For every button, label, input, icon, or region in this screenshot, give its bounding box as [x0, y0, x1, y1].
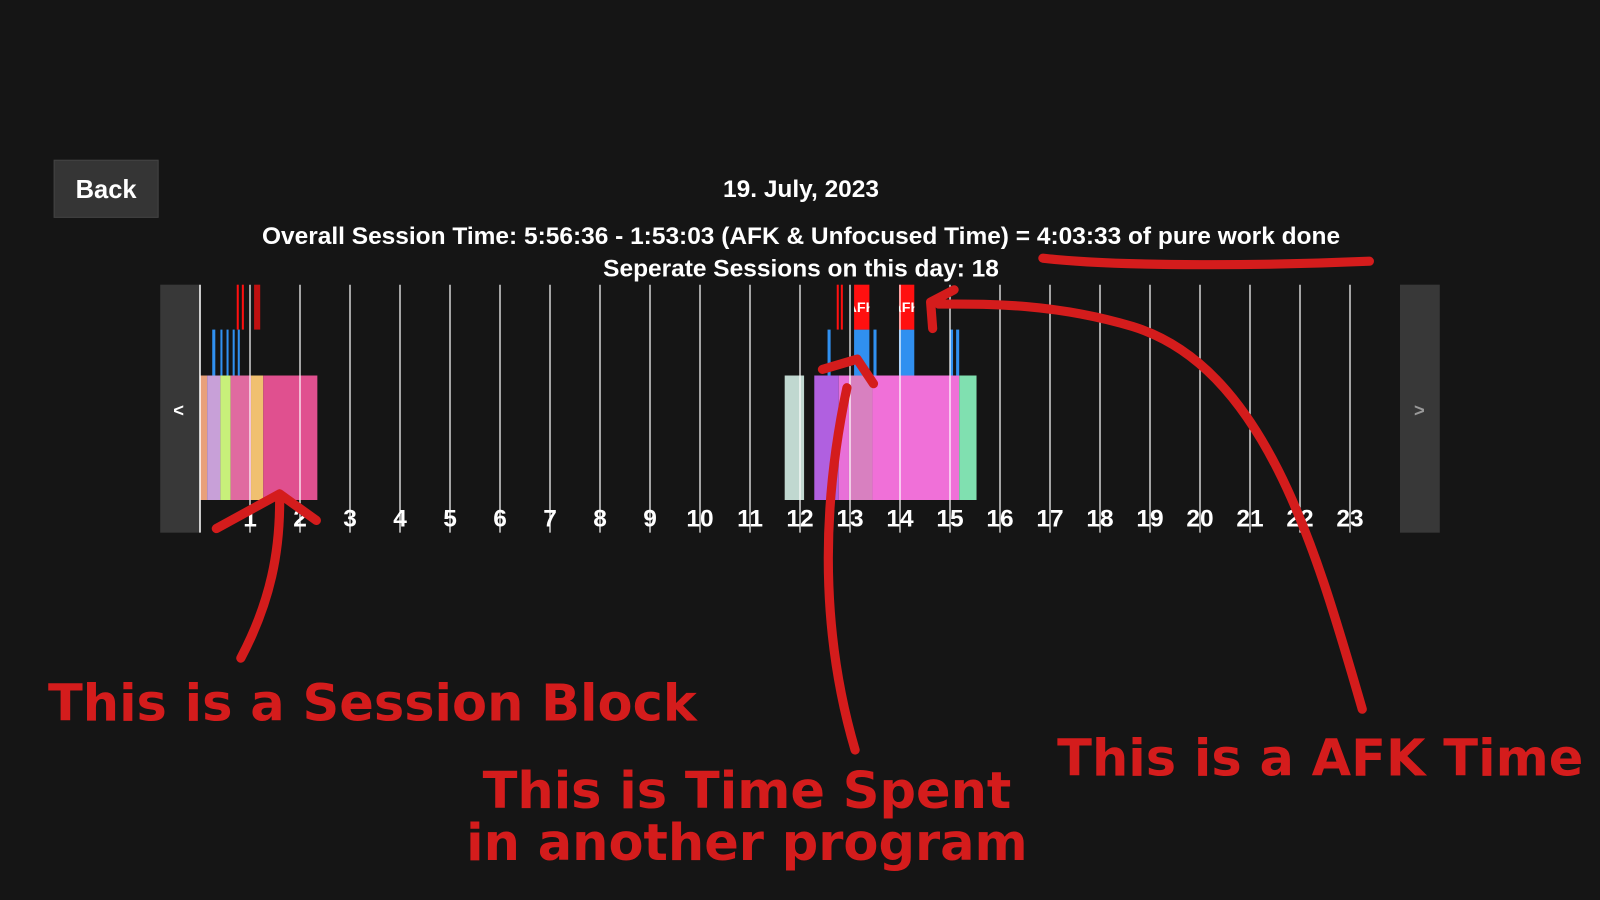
other-program[interactable]	[950, 329, 954, 376]
hour-label: 21	[1236, 506, 1263, 533]
afk[interactable]	[840, 284, 843, 330]
session-block[interactable]	[838, 375, 849, 500]
other-program[interactable]	[237, 329, 240, 376]
date: 19. July, 2023	[723, 176, 879, 203]
hour-label: 6	[493, 506, 507, 533]
other-program[interactable]	[827, 329, 831, 376]
prev-label[interactable]: <	[173, 399, 184, 420]
hour-label: 20	[1186, 506, 1213, 533]
timeline: < >	[160, 284, 1440, 533]
hour-label: 10	[686, 506, 713, 533]
other-program[interactable]	[232, 329, 235, 376]
session-block[interactable]	[263, 375, 318, 500]
annotation-program: This is Time Spent	[483, 762, 1012, 821]
hour-label: 15	[936, 506, 963, 533]
sessions-count: Seperate Sessions on this day: 18	[603, 256, 999, 283]
session-block[interactable]	[872, 375, 960, 500]
session-block[interactable]	[784, 375, 805, 500]
session-block[interactable]	[220, 375, 231, 500]
hour-label: 16	[986, 506, 1013, 533]
other-program[interactable]	[873, 329, 877, 376]
session-block[interactable]	[230, 375, 252, 500]
annotation-session: This is a Session Block	[48, 674, 698, 733]
arrow	[211, 489, 321, 663]
session-block[interactable]	[251, 375, 264, 500]
afk[interactable]	[836, 284, 839, 330]
summary: Overall Session Time: 5:56:36 - 1:53:03 …	[262, 223, 1340, 250]
annotation-afk: This is a AFK Time	[1057, 730, 1583, 789]
other-program[interactable]	[898, 329, 915, 376]
back-button[interactable]: Back	[53, 159, 159, 218]
hour-label: 19	[1136, 506, 1163, 533]
afk[interactable]	[898, 284, 915, 330]
next-label[interactable]: >	[1414, 399, 1425, 420]
other-program[interactable]	[226, 329, 229, 376]
hour-label: 4	[393, 506, 407, 533]
hour-label: 5	[443, 506, 457, 533]
hour-label: 7	[543, 506, 557, 533]
arrow	[926, 285, 1367, 714]
prev-button[interactable]	[160, 284, 200, 533]
arrow	[817, 354, 879, 755]
hour-label: 8	[593, 506, 607, 533]
afk[interactable]	[254, 284, 261, 330]
session-block[interactable]	[207, 375, 221, 500]
afk-label: AFK	[847, 300, 877, 316]
session-block[interactable]	[848, 375, 873, 500]
session-block[interactable]	[959, 375, 977, 500]
afk[interactable]	[241, 284, 244, 330]
hour-label: 17	[1036, 506, 1063, 533]
underline	[1038, 253, 1374, 270]
session-block[interactable]	[200, 375, 208, 500]
session-blocks	[200, 375, 977, 500]
hour-label: 12	[786, 506, 813, 533]
afk-bars	[236, 284, 915, 330]
hour-label: 13	[836, 506, 863, 533]
hour-label: 9	[643, 506, 657, 533]
other-program[interactable]	[212, 329, 216, 376]
hour-label: 11	[737, 506, 763, 533]
back-button-bg	[53, 159, 159, 218]
hour-label: 14	[886, 506, 914, 533]
hour-label: 3	[343, 506, 357, 533]
annotation-program: in another program	[466, 814, 1028, 873]
back-label[interactable]: Back	[76, 176, 138, 204]
afk-label: AFK	[891, 300, 921, 316]
next-button[interactable]	[1400, 284, 1440, 533]
afk[interactable]	[854, 284, 870, 330]
other-program[interactable]	[220, 329, 223, 376]
other-program-bars	[212, 329, 960, 376]
afk[interactable]	[236, 284, 239, 330]
other-program[interactable]	[956, 329, 960, 376]
hour-label: 18	[1086, 506, 1113, 533]
hour-label: 23	[1336, 506, 1363, 533]
